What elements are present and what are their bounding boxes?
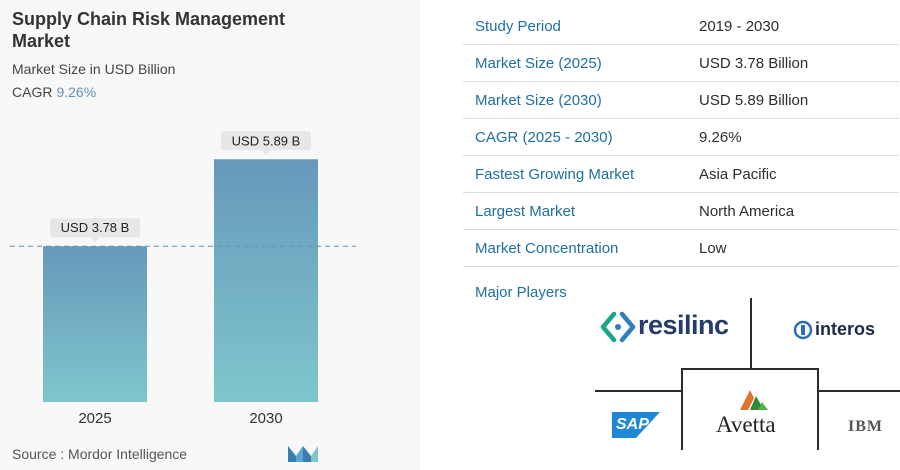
avetta-logo: Avetta: [710, 388, 800, 440]
source-text: Source : Mordor Intelligence: [12, 446, 188, 462]
interos-wordmark: interos: [815, 319, 876, 339]
summary-panel: Study Period 2019 - 2030 Market Size (2025…: [430, 0, 900, 470]
interos-logo: interos: [793, 317, 893, 343]
cagr-line: CAGR 9.26%: [12, 84, 96, 100]
chart-panel: Supply Chain Risk Management Market Mark…: [0, 0, 420, 470]
stat-value: 9.26%: [687, 118, 899, 156]
stats-row: Fastest Growing Market Asia Pacific: [463, 155, 899, 193]
value-label-text: USD 3.78 B: [61, 220, 130, 235]
logo-grid-divider: [595, 390, 683, 392]
logo-grid-divider: [817, 368, 819, 450]
resilinc-logo: resilinc: [600, 308, 740, 348]
interos-mark-icon: [793, 320, 813, 340]
value-label-text: USD 5.89 B: [232, 133, 301, 148]
stats-row: Market Size (2025) USD 3.78 Billion: [463, 44, 899, 82]
stats-table: Study Period 2019 - 2030 Market Size (2025…: [463, 8, 899, 267]
bar-chart: USD 3.78 B 2025 USD 5.89 B 2030: [10, 131, 356, 427]
cagr-label: CAGR: [12, 84, 53, 100]
stats-row: Market Concentration Low: [463, 229, 899, 267]
value-label-pointer: [90, 237, 100, 243]
logo-grid-divider: [750, 298, 752, 368]
ibm-wordmark: IBM: [848, 418, 883, 435]
stat-value: Asia Pacific: [687, 155, 899, 193]
major-players-label: Major Players: [475, 284, 567, 301]
sap-wordmark: SAP: [616, 416, 649, 433]
stats-row: Market Size (2030) USD 5.89 Billion: [463, 81, 899, 119]
chart-subtitle: Market Size in USD Billion: [12, 61, 176, 77]
ibm-logo: IBM: [848, 418, 888, 436]
stats-row: Study Period 2019 - 2030: [463, 8, 899, 45]
value-label-box: [50, 218, 140, 238]
value-label-2030: USD 5.89 B: [221, 131, 311, 156]
cagr-value: 9.26%: [56, 84, 97, 100]
stats-row: Largest Market North America: [463, 192, 899, 230]
stat-value: North America: [687, 192, 899, 230]
stat-value: USD 5.89 Billion: [687, 81, 899, 119]
chart-title: Supply Chain Risk Management Market: [12, 9, 286, 51]
value-label-pointer: [261, 150, 271, 156]
logo-grid-divider: [817, 390, 900, 392]
stat-label: Market Concentration: [463, 229, 687, 267]
stats-row: CAGR (2025 - 2030) 9.26%: [463, 118, 899, 156]
logo-grid-divider: [681, 368, 683, 450]
stat-value: USD 3.78 Billion: [687, 44, 899, 82]
resilinc-wordmark: resilinc: [638, 310, 729, 340]
sap-badge-icon: [612, 412, 660, 438]
x-tick-label: 2030: [249, 410, 282, 427]
avetta-wordmark: Avetta: [716, 412, 776, 437]
bar-2025: [43, 246, 147, 402]
x-tick-label: 2025: [78, 410, 111, 427]
value-label-box: [221, 131, 311, 151]
sap-logo: SAP: [612, 412, 660, 438]
stat-value: 2019 - 2030: [687, 8, 899, 45]
stat-label: CAGR (2025 - 2030): [463, 118, 687, 156]
bar-2030: [214, 159, 318, 402]
logo-grid-divider: [681, 368, 819, 370]
mordor-logo-icon: [288, 446, 318, 462]
stat-label: Market Size (2030): [463, 81, 687, 119]
avetta-mark-icon: [740, 390, 768, 410]
stat-label: Largest Market: [463, 192, 687, 230]
stat-value: Low: [687, 229, 899, 267]
value-label-2025: USD 3.78 B: [50, 218, 140, 243]
resilinc-mark-icon: [600, 311, 636, 343]
stat-label: Market Size (2025): [463, 44, 687, 82]
stat-label: Fastest Growing Market: [463, 155, 687, 193]
stat-label: Study Period: [463, 8, 687, 45]
